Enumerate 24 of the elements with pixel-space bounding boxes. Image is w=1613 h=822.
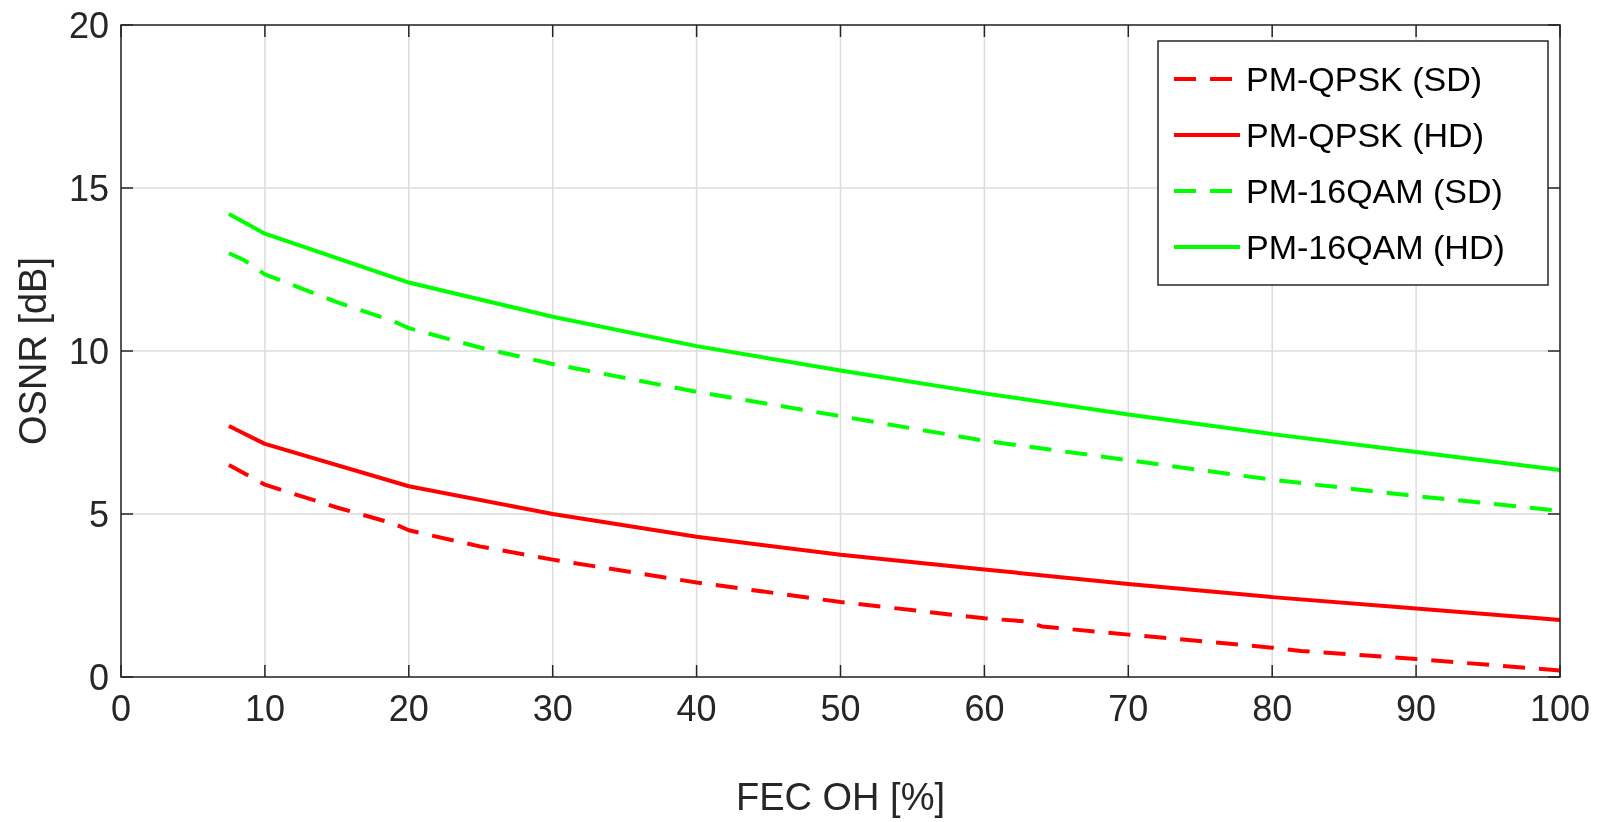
legend-label: PM-16QAM (SD) (1246, 172, 1503, 210)
x-tick-label: 80 (1252, 688, 1293, 729)
x-axis-title: FEC OH [%] (735, 776, 946, 818)
y-tick-label: 10 (68, 331, 109, 372)
y-tick-label: 0 (88, 657, 109, 698)
legend-label: PM-QPSK (HD) (1246, 116, 1484, 154)
y-tick-label: 15 (68, 168, 109, 209)
x-tick-label: 30 (532, 688, 573, 729)
x-tick-label: 50 (820, 688, 861, 729)
legend-label: PM-16QAM (HD) (1246, 228, 1505, 266)
line-series (226, 212, 1562, 472)
x-tick-label: 10 (244, 688, 285, 729)
y-tick-label: 5 (88, 494, 109, 535)
y-axis-title: OSNR [dB] (12, 257, 54, 445)
legend-label: PM-QPSK (SD) (1246, 60, 1483, 98)
x-tick-label: 20 (388, 688, 429, 729)
x-tick-label: 70 (1108, 688, 1149, 729)
x-tick-label: 60 (964, 688, 1005, 729)
y-tick-label: 20 (68, 5, 109, 46)
x-tick-label: 90 (1396, 688, 1437, 729)
line-series (226, 423, 1562, 622)
x-tick-label: 40 (676, 688, 717, 729)
line-series (226, 463, 1562, 673)
x-tick-label: 100 (1529, 688, 1591, 729)
